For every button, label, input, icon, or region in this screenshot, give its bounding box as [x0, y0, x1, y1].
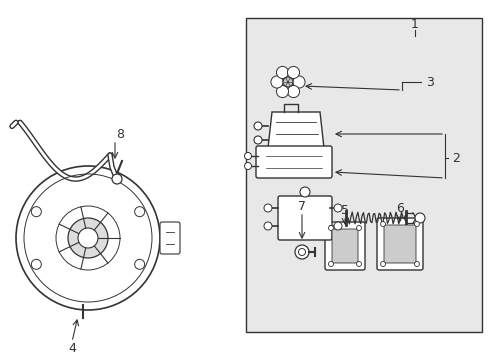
Text: 6: 6 [395, 202, 403, 215]
Circle shape [294, 245, 308, 259]
Circle shape [270, 76, 283, 88]
Circle shape [31, 259, 41, 269]
Circle shape [244, 162, 251, 170]
Text: 2: 2 [451, 152, 459, 165]
FancyBboxPatch shape [383, 225, 415, 263]
Circle shape [333, 204, 341, 212]
Circle shape [298, 248, 305, 256]
Circle shape [112, 174, 122, 184]
Circle shape [414, 213, 424, 223]
Circle shape [31, 207, 41, 217]
Text: 1: 1 [410, 18, 418, 31]
Circle shape [253, 136, 262, 144]
Circle shape [276, 85, 288, 98]
Circle shape [328, 261, 333, 266]
Text: 8: 8 [116, 127, 124, 140]
Circle shape [264, 204, 271, 212]
Circle shape [333, 222, 341, 230]
Circle shape [283, 77, 292, 87]
Circle shape [380, 261, 385, 266]
FancyBboxPatch shape [331, 229, 357, 263]
Bar [245, 18, 481, 332]
Circle shape [414, 261, 419, 266]
FancyBboxPatch shape [160, 222, 180, 254]
Text: 4: 4 [68, 342, 76, 355]
Circle shape [292, 76, 305, 88]
Circle shape [134, 207, 144, 217]
Circle shape [380, 221, 385, 226]
Circle shape [299, 187, 309, 197]
Circle shape [356, 261, 361, 266]
Circle shape [244, 153, 251, 159]
Circle shape [414, 221, 419, 226]
Circle shape [356, 225, 361, 230]
FancyBboxPatch shape [376, 218, 422, 270]
FancyBboxPatch shape [256, 146, 331, 178]
Text: 3: 3 [425, 76, 433, 89]
Circle shape [78, 228, 98, 248]
Circle shape [16, 166, 160, 310]
Circle shape [287, 85, 299, 98]
Circle shape [134, 259, 144, 269]
FancyBboxPatch shape [278, 196, 331, 240]
Circle shape [328, 225, 333, 230]
Text: 5: 5 [340, 203, 348, 216]
Circle shape [253, 122, 262, 130]
FancyBboxPatch shape [325, 222, 364, 270]
Text: 7: 7 [297, 199, 305, 212]
Polygon shape [267, 112, 324, 148]
Circle shape [264, 222, 271, 230]
Circle shape [287, 67, 299, 78]
Circle shape [276, 67, 288, 78]
Circle shape [68, 218, 108, 258]
